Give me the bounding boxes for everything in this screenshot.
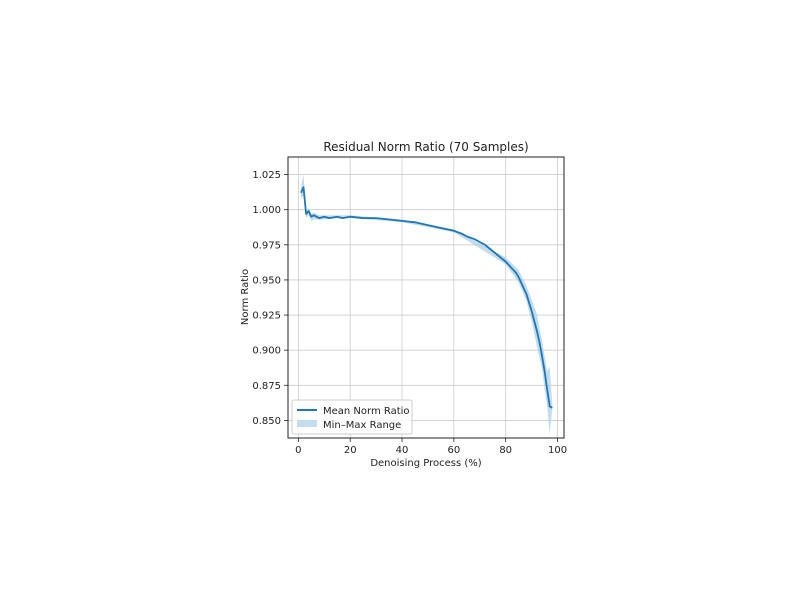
x-axis-label: Denoising Process (%) [370,458,481,469]
x-tick-label: 40 [396,445,409,456]
chart-title: Residual Norm Ratio (70 Samples) [323,140,528,154]
x-tick-label: 100 [548,445,567,456]
legend-box [291,399,413,435]
y-tick-label: 0.925 [252,311,281,322]
x-tick-label: 20 [344,445,357,456]
y-tick-label: 0.900 [252,346,281,357]
legend-label-mean: Mean Norm Ratio [323,406,410,417]
legend-band-swatch [297,420,317,427]
x-tick-label: 60 [447,445,460,456]
min-max-band-layer [301,174,553,435]
plot-frame [287,156,565,439]
y-tick-label: 1.000 [252,205,281,216]
mean-line-layer [300,186,553,409]
y-tick-label: 0.875 [252,381,281,392]
y-axis-ticks: 0.850 0.875 0.900 0.925 0.950 0.975 1.000 1.025 [252,170,288,427]
y-tick-label: 0.975 [252,240,281,251]
y-tick-label: 0.950 [252,275,281,286]
x-tick-label: 80 [499,445,512,456]
y-axis-label: Norm Ratio [240,269,251,325]
min-max-band [301,174,553,435]
grid-lines [288,157,564,438]
y-tick-label: 0.850 [252,416,281,427]
x-axis-ticks: 0 20 40 60 80 100 [295,438,567,456]
legend: Mean Norm Ratio Min–Max Range [291,399,413,435]
legend-label-range: Min–Max Range [323,420,401,431]
mean-norm-ratio-line [300,186,553,409]
x-tick-label: 0 [295,445,301,456]
y-tick-label: 1.025 [252,170,281,181]
